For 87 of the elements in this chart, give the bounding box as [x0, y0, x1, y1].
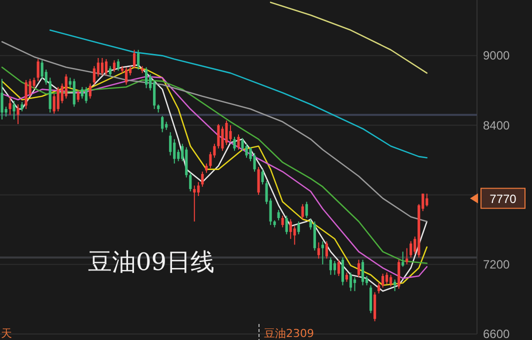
candlestick — [52, 93, 56, 114]
candlestick — [104, 58, 108, 76]
candlestick — [24, 80, 28, 110]
candlestick — [333, 260, 336, 276]
candlestick — [100, 57, 104, 76]
y-tick-label: 6600 — [483, 327, 510, 340]
y-tick-label: 8400 — [483, 118, 510, 132]
candlestick — [40, 60, 44, 80]
candlestick — [72, 78, 76, 108]
candlestick — [36, 58, 40, 82]
candlestick — [84, 86, 88, 104]
candlestick — [124, 66, 128, 86]
candlestick — [20, 102, 24, 112]
candlestick — [293, 226, 296, 246]
candlestick — [173, 138, 176, 164]
candlestick — [80, 86, 84, 100]
candlestick — [329, 256, 332, 276]
candlestick — [345, 272, 348, 282]
candlestick — [136, 49, 140, 70]
candlestick — [382, 273, 384, 288]
candlestick — [369, 284, 372, 314]
candlestick — [386, 272, 388, 285]
candlestick — [361, 259, 364, 286]
candlestick — [116, 58, 120, 72]
candlestick — [289, 218, 292, 240]
annotation: 豆油2309 — [264, 327, 314, 340]
candlestick — [64, 74, 68, 100]
candlestick — [402, 251, 404, 268]
candlestick — [410, 240, 412, 258]
candlestick — [277, 209, 280, 221]
candlestick — [261, 168, 264, 185]
candlestick — [321, 240, 324, 265]
candlestick — [193, 185, 196, 222]
candlestick — [357, 259, 360, 278]
candlestick — [0, 78, 4, 120]
text: 豆油09日线 — [88, 248, 215, 276]
candlestick — [349, 272, 352, 292]
candlestick — [88, 83, 92, 100]
candlestick — [56, 86, 60, 112]
candlestick — [341, 256, 344, 286]
candlestick — [229, 124, 232, 142]
candlestick — [169, 132, 172, 156]
line-series — [1, 41, 428, 222]
candlestick — [16, 104, 20, 125]
candlestick — [426, 193, 428, 207]
candlestick — [197, 182, 200, 196]
candlestick — [245, 143, 248, 158]
candlestick — [161, 115, 164, 133]
candlestick — [406, 248, 408, 265]
candlestick — [305, 201, 308, 219]
line-series — [270, 2, 428, 74]
candlestick — [353, 276, 356, 292]
text: 7770 — [490, 192, 517, 206]
candlestick — [132, 49, 136, 69]
candlestick — [76, 90, 80, 103]
candlestick — [317, 242, 320, 260]
candlestick — [241, 138, 244, 152]
line-series — [49, 30, 428, 158]
candlestick — [145, 66, 148, 89]
candlestick — [394, 278, 396, 292]
candlestick — [285, 215, 288, 235]
candlestick — [201, 171, 204, 188]
candlestick — [12, 100, 16, 120]
candlestick — [337, 259, 340, 277]
candlestick — [297, 221, 300, 235]
candlestick — [189, 172, 192, 192]
candlestick — [301, 204, 304, 220]
candlestick — [377, 282, 380, 294]
candlestick — [153, 80, 156, 110]
candlestick — [390, 274, 392, 287]
candlestick — [253, 152, 256, 172]
candlestick — [281, 215, 284, 228]
candlestick — [92, 66, 96, 86]
candlestick — [325, 240, 328, 260]
candlestick — [217, 124, 220, 149]
candlestick — [205, 163, 208, 174]
candlestick — [225, 120, 228, 146]
y-tick-label: 7200 — [483, 257, 510, 272]
candlestick — [221, 126, 224, 152]
candlestick — [237, 134, 240, 150]
candlestick — [112, 60, 116, 72]
y-tick-label: 9000 — [483, 48, 510, 63]
annotation: 天 — [1, 327, 12, 340]
candlestick — [257, 166, 260, 196]
candlestick — [8, 96, 12, 116]
candlestick — [108, 66, 112, 78]
candlestick — [233, 136, 236, 152]
